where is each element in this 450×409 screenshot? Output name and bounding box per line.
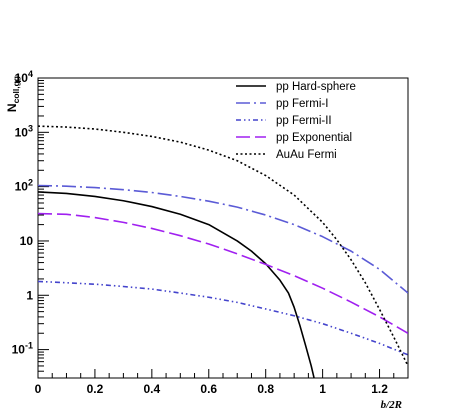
series-line-pp-exponential <box>38 212 408 334</box>
x-tick-label: 0 <box>35 382 42 396</box>
x-tick-label: 1 <box>319 382 326 396</box>
y-tick-label: 102 <box>15 178 33 194</box>
series-line-auau-fermi <box>38 125 408 367</box>
y-tick-label: 104 <box>15 69 33 85</box>
x-tick-label: 0.2 <box>87 382 104 396</box>
legend-label-pp-fermi-ii: pp Fermi-II <box>276 115 332 127</box>
x-tick-label: 0.6 <box>200 382 217 396</box>
x-axis-title: b/2R <box>381 399 402 409</box>
x-tick-label: 1.2 <box>371 382 388 396</box>
y-tick-label: 10 <box>20 234 34 248</box>
legend-label-auau-fermi: AuAu Fermi <box>276 149 337 161</box>
legend-label-pp-hard-sphere: pp Hard-sphere <box>276 81 356 93</box>
series-line-pp-hard-sphere <box>38 191 315 378</box>
y-tick-label: 10-1 <box>12 341 33 357</box>
legend-label-pp-fermi-i: pp Fermi-I <box>276 98 328 110</box>
x-tick-label: 0.8 <box>257 382 274 396</box>
series-line-pp-fermi-ii <box>38 280 408 356</box>
x-tick-label: 0.4 <box>144 382 161 396</box>
series-group <box>38 125 408 378</box>
y-tick-label: 1 <box>26 288 33 302</box>
series-line-pp-fermi-i <box>38 184 408 294</box>
y-axis-title: Ncoll,gg <box>5 76 21 112</box>
y-tick-label: 103 <box>15 123 33 139</box>
legend-label-pp-exponential: pp Exponential <box>276 132 352 144</box>
